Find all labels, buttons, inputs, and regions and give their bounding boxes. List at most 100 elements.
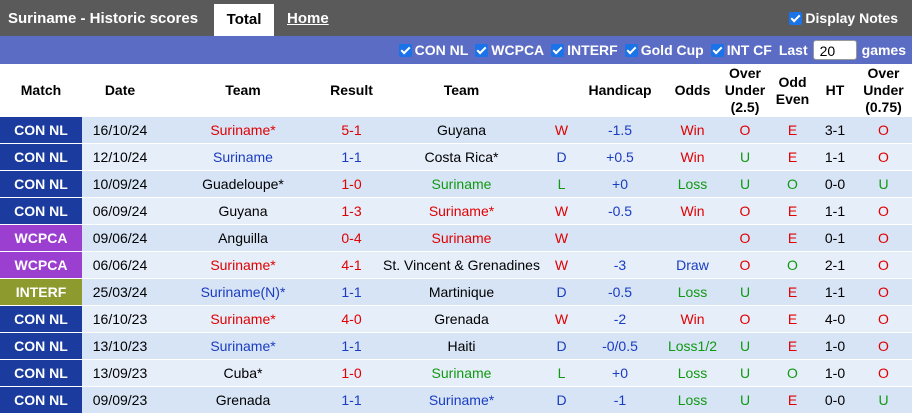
cell-match: INTERF (0, 278, 82, 306)
cell-handicap: +0 (575, 359, 665, 387)
cell-ou: U (720, 143, 770, 171)
tab[interactable]: Home (287, 10, 329, 27)
last-select[interactable]: 20 (812, 40, 857, 60)
cell-result: 1-1 (328, 278, 375, 306)
table-body: CON NL 16/10/24 Suriname* 5-1 Guyana W -1.5 Win… (0, 117, 912, 414)
filter[interactable]: INT CF (710, 42, 772, 58)
filter-bar: CON NL WCPCA INTERF Gold Cup INT CF Last 20 … (0, 36, 912, 64)
top-bar: Suriname - Historic scores Total Home Di… (0, 0, 912, 36)
table-row: CON NL 06/09/24 Guyana 1-3 Suriname* W -0.5 Win… (0, 197, 912, 225)
cell-ht: 1-0 (815, 332, 855, 360)
cell-handicap: -2 (575, 305, 665, 333)
checkbox[interactable] (710, 44, 724, 57)
cell-wl: D (548, 332, 575, 360)
cell-date: 16/10/23 (82, 305, 158, 333)
filter-label: Gold Cup (640, 42, 704, 58)
cell-oe: O (770, 170, 815, 198)
games-label: games (861, 42, 906, 58)
cell-date: 25/03/24 (82, 278, 158, 306)
cell-home: Suriname* (158, 117, 328, 144)
cell-wl: W (548, 305, 575, 333)
display-notes[interactable]: Display Notes (789, 10, 898, 26)
column-header: Team (375, 64, 548, 117)
filter-label: CON NL (414, 42, 469, 58)
cell-match: WCPCA (0, 251, 82, 279)
cell-handicap: -0/0.5 (575, 332, 665, 360)
column-header: Odds (665, 64, 720, 117)
cell-ou075: O (855, 251, 912, 279)
checkbox[interactable] (551, 44, 565, 57)
cell-home: Suriname* (158, 251, 328, 279)
cell-wl: L (548, 170, 575, 198)
scores-table: Match Date Team Result Team Handicap Odds Over … (0, 64, 912, 414)
cell-away: Martinique (375, 278, 548, 306)
cell-away: Grenada (375, 305, 548, 333)
cell-date: 09/09/23 (82, 386, 158, 414)
cell-ou075: U (855, 170, 912, 198)
cell-result: 5-1 (328, 117, 375, 144)
cell-match: CON NL (0, 359, 82, 387)
cell-match: CON NL (0, 197, 82, 225)
column-header: Over Under (0.75) (855, 64, 912, 117)
filter[interactable]: INTERF (551, 42, 618, 58)
column-header (548, 64, 575, 117)
checkbox[interactable] (475, 44, 489, 57)
filter[interactable]: WCPCA (475, 42, 544, 58)
cell-date: 12/10/24 (82, 143, 158, 171)
cell-result: 1-0 (328, 170, 375, 198)
cell-ht: 3-1 (815, 117, 855, 144)
cell-away: Suriname (375, 359, 548, 387)
table-row: INTERF 25/03/24 Suriname(N)* 1-1 Martinique D… (0, 278, 912, 306)
cell-odds: Win (665, 117, 720, 144)
cell-wl: W (548, 251, 575, 279)
checkbox[interactable] (624, 44, 638, 57)
table-row: CON NL 09/09/23 Grenada 1-1 Suriname* D -1 Loss… (0, 386, 912, 414)
cell-oe: E (770, 332, 815, 360)
cell-odds: Win (665, 143, 720, 171)
checkbox[interactable] (789, 12, 803, 25)
cell-ou075: O (855, 305, 912, 333)
table-row: CON NL 16/10/23 Suriname* 4-0 Grenada W -2 Win O… (0, 305, 912, 333)
cell-home: Guyana (158, 197, 328, 225)
cell-home: Suriname(N)* (158, 278, 328, 306)
cell-odds: Loss (665, 170, 720, 198)
cell-odds: Loss1/2 (665, 332, 720, 360)
cell-ou: O (720, 251, 770, 279)
cell-handicap: -0.5 (575, 278, 665, 306)
last-label: Last (778, 42, 808, 58)
cell-ht: 4-0 (815, 305, 855, 333)
cell-ht: 0-1 (815, 224, 855, 252)
cell-home: Suriname* (158, 332, 328, 360)
cell-oe: E (770, 224, 815, 252)
cell-oe: E (770, 305, 815, 333)
page-title: Suriname - Historic scores (8, 10, 199, 27)
cell-ou: U (720, 386, 770, 414)
label: Display Notes (805, 10, 898, 26)
cell-ht: 1-1 (815, 143, 855, 171)
cell-wl: D (548, 143, 575, 171)
column-header: Date (82, 64, 158, 117)
cell-wl: W (548, 117, 575, 144)
filter[interactable]: CON NL (398, 42, 469, 58)
cell-odds: Draw (665, 251, 720, 279)
filter[interactable]: Gold Cup (624, 42, 704, 58)
cell-date: 13/10/23 (82, 332, 158, 360)
table-row: CON NL 13/10/23 Suriname* 1-1 Haiti D -0/0.5 Lo… (0, 332, 912, 360)
cell-date: 13/09/23 (82, 359, 158, 387)
cell-home: Grenada (158, 386, 328, 414)
header-row: Match Date Team Result Team Handicap Odds Over … (0, 64, 912, 117)
cell-oe: O (770, 359, 815, 387)
filter-list: CON NL WCPCA INTERF Gold Cup INT CF (392, 42, 772, 58)
cell-result: 4-0 (328, 305, 375, 333)
cell-odds: Loss (665, 278, 720, 306)
cell-date: 16/10/24 (82, 117, 158, 144)
cell-ht: 0-0 (815, 386, 855, 414)
cell-oe: E (770, 386, 815, 414)
cell-away: Suriname (375, 170, 548, 198)
checkbox[interactable] (398, 44, 412, 57)
table-row: CON NL 13/09/23 Cuba* 1-0 Suriname L +0 Loss U O 1… (0, 359, 912, 387)
tab[interactable]: Total (214, 4, 274, 36)
cell-ou075: O (855, 224, 912, 252)
cell-ht: 1-1 (815, 278, 855, 306)
